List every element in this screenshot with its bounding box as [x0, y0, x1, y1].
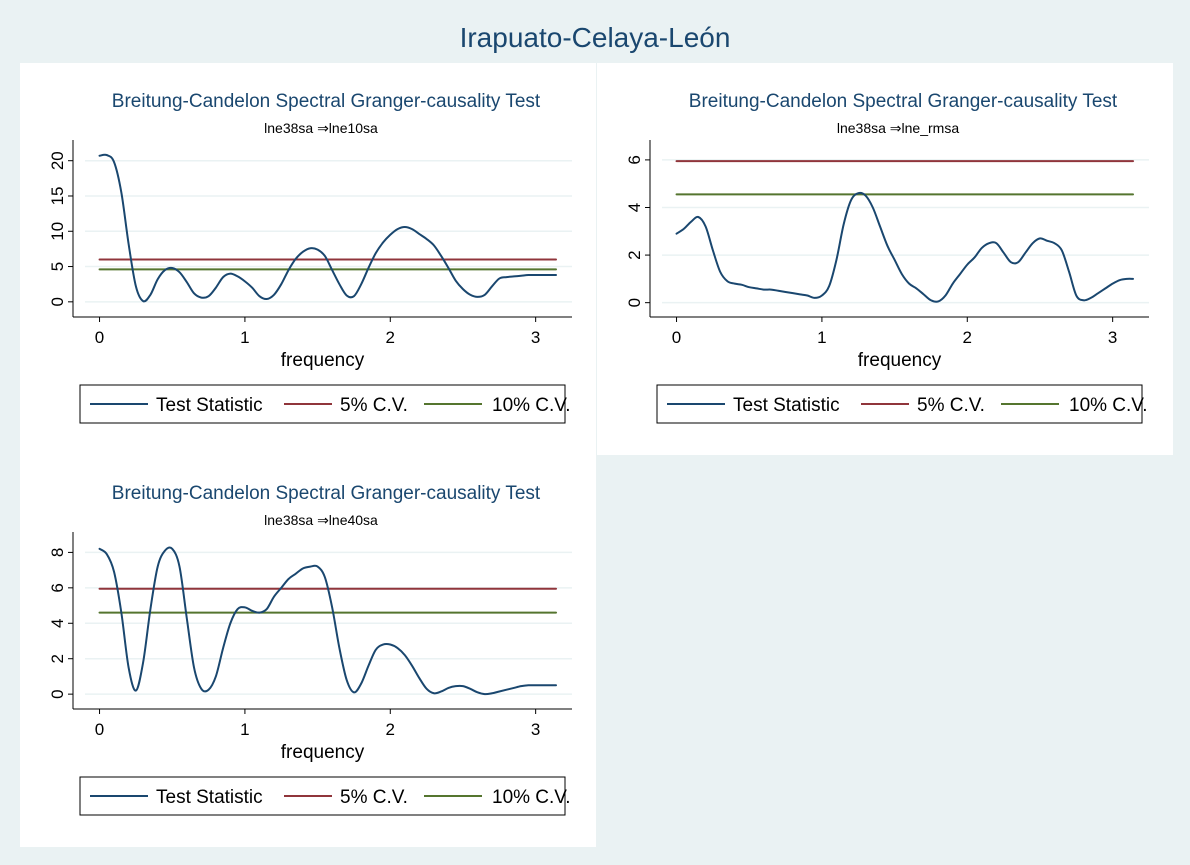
x-tick-label: 0	[672, 328, 681, 347]
x-tick-label: 2	[386, 328, 395, 347]
y-tick-label: 4	[48, 619, 67, 628]
legend-label: 10% C.V.	[1069, 395, 1148, 416]
chart-title: Breitung-Candelon Spectral Granger-causa…	[689, 91, 1118, 112]
y-tick-label: 0	[48, 297, 67, 306]
legend-label: 10% C.V.	[492, 787, 571, 808]
legend-label: Test Statistic	[156, 787, 263, 808]
x-axis-label: frequency	[281, 742, 365, 763]
x-tick-label: 2	[386, 720, 395, 739]
x-tick-label: 1	[240, 720, 249, 739]
legend-label: 5% C.V.	[340, 787, 408, 808]
y-tick-label: 2	[48, 654, 67, 663]
legend-label: Test Statistic	[733, 395, 840, 416]
y-tick-label: 15	[48, 187, 67, 206]
chart-panel-3: Breitung-Candelon Spectral Granger-causa…	[20, 455, 596, 847]
x-axis-label: frequency	[281, 350, 365, 371]
y-tick-label: 8	[48, 548, 67, 557]
series-line-test-statistic	[675, 191, 1135, 303]
legend-label: Test Statistic	[156, 395, 263, 416]
x-tick-label: 3	[531, 328, 540, 347]
y-tick-label: 4	[625, 203, 644, 212]
x-axis-label: frequency	[858, 350, 942, 371]
chart-panel-1: Breitung-Candelon Spectral Granger-causa…	[20, 63, 596, 455]
chart-panel-2: Breitung-Candelon Spectral Granger-causa…	[597, 63, 1173, 455]
legend-label: 5% C.V.	[917, 395, 985, 416]
y-tick-label: 20	[48, 151, 67, 170]
chart-title: Breitung-Candelon Spectral Granger-causa…	[112, 91, 541, 112]
chart-subtitle: lne38sa ⇒lne_rmsa	[837, 120, 959, 136]
chart-subtitle: lne38sa ⇒lne40sa	[264, 512, 378, 528]
x-tick-label: 3	[1108, 328, 1117, 347]
y-tick-label: 6	[48, 583, 67, 592]
y-tick-label: 6	[625, 155, 644, 164]
page-title: Irapuato-Celaya-León	[459, 22, 731, 53]
y-tick-label: 10	[48, 222, 67, 241]
y-tick-label: 2	[625, 250, 644, 259]
y-tick-label: 5	[48, 262, 67, 271]
x-tick-label: 0	[95, 720, 104, 739]
x-tick-label: 2	[963, 328, 972, 347]
x-tick-label: 3	[531, 720, 540, 739]
chart-3: Breitung-Candelon Spectral Granger-causa…	[48, 483, 572, 816]
x-tick-label: 1	[240, 328, 249, 347]
series-line-test-statistic	[98, 546, 558, 696]
y-tick-label: 0	[625, 298, 644, 307]
x-tick-label: 0	[95, 328, 104, 347]
series-line-test-statistic	[98, 153, 558, 303]
chart-subtitle: lne38sa ⇒lne10sa	[264, 120, 378, 136]
chart-title: Breitung-Candelon Spectral Granger-causa…	[112, 483, 541, 504]
chart-2: Breitung-Candelon Spectral Granger-causa…	[625, 91, 1149, 424]
x-tick-label: 1	[817, 328, 826, 347]
chart-1: Breitung-Candelon Spectral Granger-causa…	[48, 91, 572, 424]
legend-label: 5% C.V.	[340, 395, 408, 416]
y-tick-label: 0	[48, 689, 67, 698]
legend-label: 10% C.V.	[492, 395, 571, 416]
